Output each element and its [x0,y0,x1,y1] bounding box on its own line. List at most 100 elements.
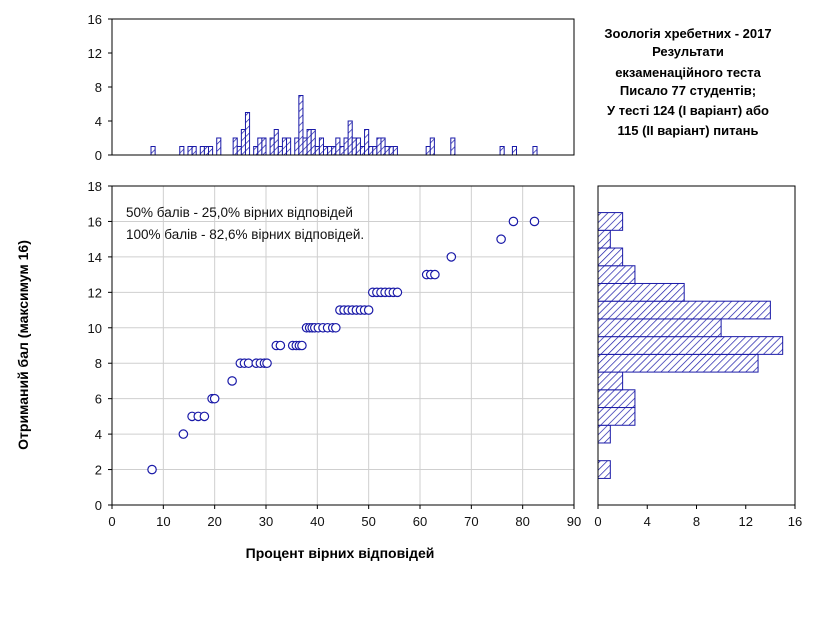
x-histogram-tick-label: 0 [95,148,102,163]
x-histogram-bars [150,95,538,156]
x-histogram-tick-label: 16 [88,12,102,27]
y-histogram-bar [597,424,611,444]
x-histogram-tick-label: 12 [88,46,102,61]
x-histogram-bar [273,129,279,156]
scatter-point [178,429,189,439]
y-histogram-bar [597,247,624,267]
y-histogram-tick-label: 16 [788,514,802,529]
title-line: екзаменаційного теста [615,65,761,80]
x-histogram-bar [208,146,214,156]
x-histogram-bar [376,137,382,156]
scatter-point [508,216,519,227]
x-histogram-bar [281,137,288,156]
scatter-point [331,322,341,333]
scatter-point [496,234,506,244]
x-histogram-bar [240,129,246,156]
x-histogram-bar [388,146,394,156]
x-histogram-bar [261,137,267,156]
x-histogram-bar [331,146,337,156]
x-histogram-bar [429,137,435,156]
x-histogram-bar [499,146,505,156]
title-line: Зоологія хребетних - 2017 [604,26,771,41]
x-histogram-bar [318,137,324,156]
x-tick-label: 50 [361,514,375,529]
scatter-point [363,305,374,315]
x-histogram-ticks: 0 4 8 12 16 [88,12,112,163]
scatter-point [529,216,540,227]
scatter-point [209,393,220,404]
x-histogram-bar [244,112,251,156]
y-tick-label: 0 [95,498,102,513]
title-line: Результати [652,44,724,59]
x-histogram-bar [359,146,366,156]
x-histogram-bar [392,146,398,156]
y-histogram-bar [597,212,624,231]
y-tick-label: 6 [95,392,102,407]
x-histogram-bar [364,129,370,156]
y-histogram-ticks: 0 4 8 12 16 [594,505,802,529]
y-tick-label: 2 [95,463,102,478]
scatter-point [446,252,457,262]
x-tick-label: 0 [108,514,115,529]
x-histogram-bar [298,95,304,156]
y-tick-label: 4 [95,427,102,442]
x-histogram-bar [203,146,210,156]
y-tick-label: 16 [88,214,102,229]
x-histogram-bar [257,137,263,156]
x-histogram-bar [199,146,205,156]
x-histogram-bar [351,137,357,156]
y-histogram-tick-label: 0 [594,514,601,529]
y-histogram-bar [597,407,636,426]
annotation-50: 50% балів - 25,0% вірних відповідей [126,205,353,220]
scatter-ticks: 0 10 20 30 40 50 60 70 80 90 0 2 4 6 8 10 12 14 16 18 [88,179,582,529]
x-histogram-bar [187,146,193,156]
y-tick-label: 14 [88,250,102,265]
x-tick-label: 10 [156,514,170,529]
x-histogram-bar [150,146,156,156]
x-tick-label: 70 [464,514,478,529]
x-histogram-bar [384,146,390,156]
x-histogram-bar [294,137,300,156]
scatter-point [262,358,272,369]
y-tick-label: 10 [88,321,102,336]
y-histogram-tick-label: 4 [644,514,651,529]
y-histogram-bar [597,282,685,302]
x-histogram-tick-label: 4 [95,114,102,129]
x-histogram-bar [368,146,374,156]
y-histogram-bar [597,318,722,338]
title-line: У тесті 124 (І варіант) або [607,103,769,118]
x-histogram-bar [310,129,316,156]
y-histogram-bar [597,371,624,391]
x-histogram-frame [111,18,575,156]
x-histogram-bar [191,146,197,156]
x-histogram-bar [380,137,386,156]
y-histogram-bar [597,460,611,479]
x-histogram-bar [179,146,185,156]
scatter-point [297,340,307,351]
scatter-frame [111,185,575,506]
x-histogram-bar [306,129,312,156]
x-histogram-bar [335,137,341,156]
scatter-gridlines [112,186,574,505]
x-histogram-bar [232,137,238,156]
x-histogram-tick-label: 8 [95,80,102,95]
scatter-point [147,464,157,475]
scatter-point [275,340,286,351]
x-histogram-bar [532,146,538,156]
x-histogram-bar [253,146,259,156]
y-histogram-bars [597,212,784,479]
y-histogram-bar [597,229,611,249]
scatter-point [430,269,440,280]
y-axis-title: Отриманий бал (максимум 16) [15,240,31,450]
y-histogram-bar [597,353,759,373]
scatter-point [199,411,210,422]
x-tick-label: 90 [567,514,581,529]
y-histogram-bar [597,336,784,355]
x-histogram-bar [511,146,518,156]
title-line: Писало 77 студентів; [620,83,756,98]
x-histogram-bar [355,137,361,156]
y-tick-label: 8 [95,356,102,371]
x-histogram-bar [322,146,329,156]
y-histogram-tick-label: 8 [693,514,700,529]
